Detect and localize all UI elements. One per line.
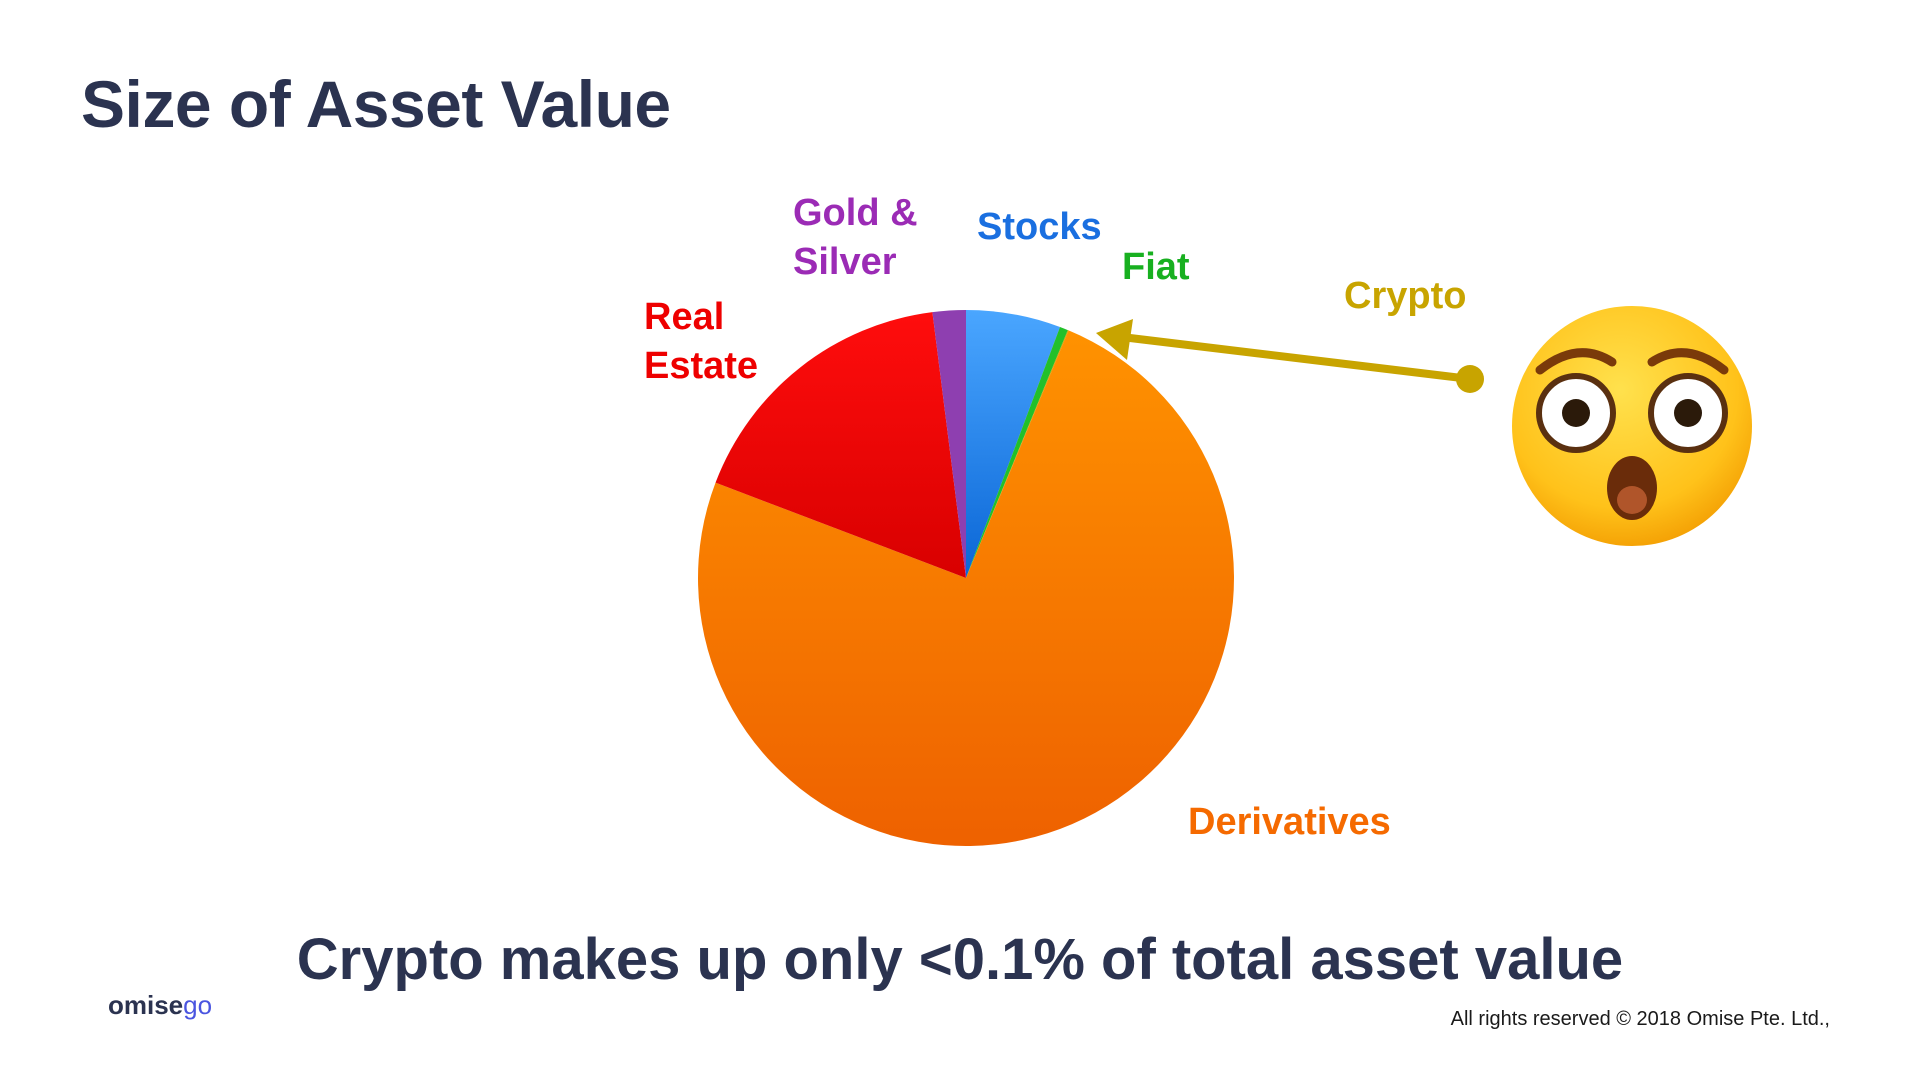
omisego-logo: omisego [108, 990, 212, 1021]
slice-fiat [966, 327, 1068, 578]
slide-subtitle: Crypto makes up only <0.1% of total asse… [296, 927, 1624, 992]
logo-accent: go [183, 990, 213, 1020]
slice-gold-silver [932, 310, 966, 578]
logo-text: omise [108, 990, 184, 1020]
label-gold-silver: Gold & [793, 192, 918, 234]
label-crypto: Crypto [1344, 275, 1466, 317]
label-derivatives: Derivatives [1188, 801, 1391, 843]
label-fiat: Fiat [1122, 246, 1190, 288]
slice-real-estate [715, 312, 966, 578]
slide-title: Size of Asset Value [81, 67, 671, 141]
slice-stocks [966, 310, 1060, 578]
astonished-face-emoji-icon [1512, 306, 1752, 546]
slice-derivatives [698, 330, 1234, 847]
label-gold-silver-line2: Silver [793, 241, 897, 283]
copyright-footer: All rights reserved © 2018 Omise Pte. Lt… [1450, 1008, 1830, 1030]
label-stocks: Stocks [977, 206, 1102, 248]
label-real-estate: Real [644, 296, 724, 338]
crypto-pointer-arrow [1096, 319, 1484, 393]
pie-slices [698, 310, 1234, 847]
label-real-estate-line2: Estate [644, 345, 758, 387]
slice-crypto [966, 330, 1069, 578]
